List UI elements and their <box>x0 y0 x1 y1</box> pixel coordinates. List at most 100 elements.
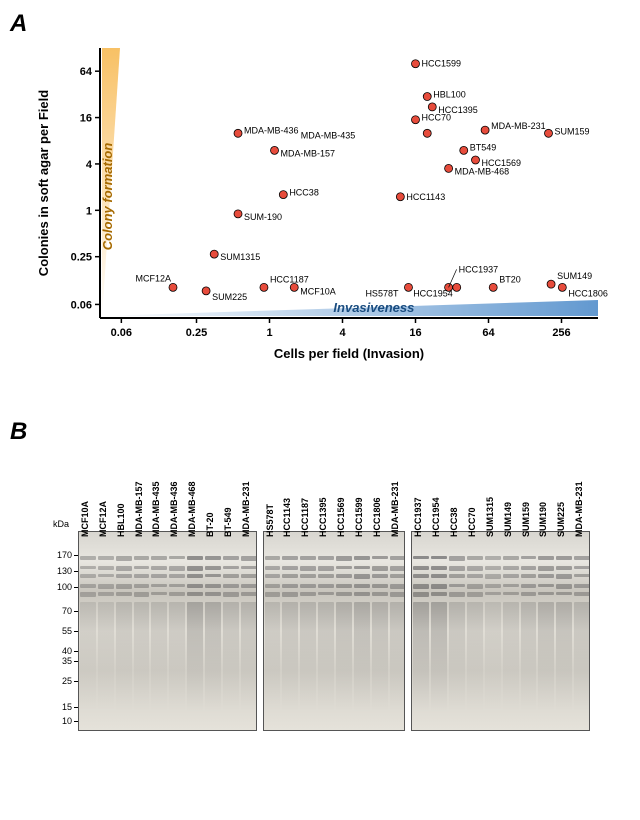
lane-label: SUM1315 <box>485 497 495 537</box>
scatter-point <box>271 146 279 154</box>
lane-label: MDA-MB-435 <box>151 481 161 537</box>
lane-label: MDA-MB-436 <box>169 481 179 537</box>
scatter-point <box>481 126 489 134</box>
western-blot: kDa17013010070554035251510MCF10AMCF12AHB… <box>30 451 630 791</box>
gel-panel <box>263 531 406 731</box>
scatter-point-label: HBL100 <box>433 90 466 100</box>
lane-label: MCF12A <box>98 501 108 537</box>
lane-label: HCC1569 <box>336 497 346 537</box>
lane-label: HCC1954 <box>431 497 441 537</box>
scatter-point-label: HCC1954 <box>413 288 453 298</box>
scatter-point-label: MDA-MB-231 <box>491 121 546 131</box>
lane-label: BT-20 <box>205 512 215 537</box>
scatter-point <box>472 156 480 164</box>
gel-panel <box>411 531 590 731</box>
scatter-point <box>412 60 420 68</box>
panel-a-label: A <box>10 10 630 38</box>
scatter-point-label: MDA-MB-436 <box>244 125 299 135</box>
scatter-point <box>445 164 453 172</box>
scatter-point-label: BT549 <box>470 142 497 152</box>
scatter-point-label: MDA-MB-157 <box>281 148 336 158</box>
svg-text:0.25: 0.25 <box>71 252 92 264</box>
lane-label: MDA-MB-231 <box>241 481 251 537</box>
scatter-point-label: HCC1599 <box>422 59 462 69</box>
svg-text:Invasiveness: Invasiveness <box>333 300 414 315</box>
svg-text:0.06: 0.06 <box>111 327 132 339</box>
scatter-point-label: HCC1937 <box>459 264 499 274</box>
mw-marker: 130 <box>50 566 72 576</box>
lane-label: SUM225 <box>556 502 566 537</box>
svg-text:Cells per field (Invasion): Cells per field (Invasion) <box>274 346 424 361</box>
scatter-point <box>460 146 468 154</box>
scatter-point-label: SUM149 <box>557 271 592 281</box>
mw-marker: 15 <box>50 702 72 712</box>
scatter-point-label: HCC70 <box>422 113 452 123</box>
scatter-point <box>547 280 555 288</box>
scatter-point-label: HCC1806 <box>568 288 608 298</box>
svg-text:4: 4 <box>339 327 346 339</box>
lane-label: HBL100 <box>116 503 126 537</box>
scatter-point <box>396 193 404 201</box>
svg-text:4: 4 <box>86 159 93 171</box>
lane-label: HCC1143 <box>282 498 292 537</box>
svg-text:16: 16 <box>409 327 421 339</box>
scatter-point-label: HCC38 <box>289 188 319 198</box>
scatter-point <box>290 283 298 291</box>
svg-text:1: 1 <box>266 327 272 339</box>
scatter-point-label: MCF10A <box>300 286 336 296</box>
lane-label: BT-549 <box>223 507 233 537</box>
scatter-point-label: BT20 <box>499 274 521 284</box>
svg-text:Colony formation: Colony formation <box>100 143 115 251</box>
lane-label: HCC1937 <box>413 497 423 537</box>
scatter-point <box>453 283 461 291</box>
scatter-point-label: MDA-MB-435 <box>301 130 356 140</box>
svg-text:64: 64 <box>482 327 495 339</box>
svg-text:0.25: 0.25 <box>186 327 207 339</box>
scatter-point <box>234 129 242 137</box>
lane-label: HCC38 <box>449 507 459 537</box>
scatter-point <box>234 210 242 218</box>
lane-label: MDA-MB-231 <box>390 481 400 537</box>
scatter-point-label: SUM1315 <box>220 252 260 262</box>
mw-marker: 55 <box>50 626 72 636</box>
lane-label: MDA-MB-157 <box>134 481 144 537</box>
lane-label: HCC1599 <box>354 497 364 537</box>
lane-label: HCC1806 <box>372 497 382 537</box>
scatter-point <box>169 283 177 291</box>
scatter-point <box>210 250 218 258</box>
svg-text:256: 256 <box>552 327 570 339</box>
scatter-point <box>202 287 210 295</box>
svg-text:Colonies in soft agar per Fiel: Colonies in soft agar per Field <box>36 90 51 276</box>
lane-label: HS578T <box>265 504 275 537</box>
mw-unit-label: kDa <box>53 519 69 529</box>
scatter-point-label: SUM-190 <box>244 212 282 222</box>
scatter-point-label: HCC1143 <box>406 192 445 202</box>
scatter-plot: 0.060.251416642560.060.25141664Cells per… <box>30 38 630 398</box>
lane-label: MCF10A <box>80 501 90 537</box>
scatter-point-label: HCC1187 <box>270 274 309 284</box>
lane-label: HCC1187 <box>300 498 310 537</box>
lane-label: MDA-MB-468 <box>187 481 197 537</box>
lane-label: SUM149 <box>503 502 513 537</box>
mw-marker: 170 <box>50 550 72 560</box>
mw-marker: 40 <box>50 646 72 656</box>
scatter-point-label: SUM225 <box>212 292 247 302</box>
svg-text:0.06: 0.06 <box>71 299 92 311</box>
scatter-point-label: MDA-MB-468 <box>455 166 510 176</box>
scatter-point <box>558 283 566 291</box>
scatter-point <box>545 129 553 137</box>
svg-text:64: 64 <box>80 66 93 78</box>
scatter-point <box>423 93 431 101</box>
scatter-point <box>423 129 431 137</box>
lane-label: MDA-MB-231 <box>574 481 584 537</box>
scatter-point <box>428 103 436 111</box>
mw-marker: 100 <box>50 582 72 592</box>
mw-marker: 35 <box>50 656 72 666</box>
scatter-point-label: HS578T <box>365 288 399 298</box>
mw-marker: 25 <box>50 676 72 686</box>
lane-label: HCC70 <box>467 507 477 537</box>
lane-label: SUM190 <box>538 502 548 537</box>
lane-label: SUM159 <box>521 502 531 537</box>
panel-b-label: B <box>10 418 630 446</box>
svg-text:1: 1 <box>86 205 92 217</box>
